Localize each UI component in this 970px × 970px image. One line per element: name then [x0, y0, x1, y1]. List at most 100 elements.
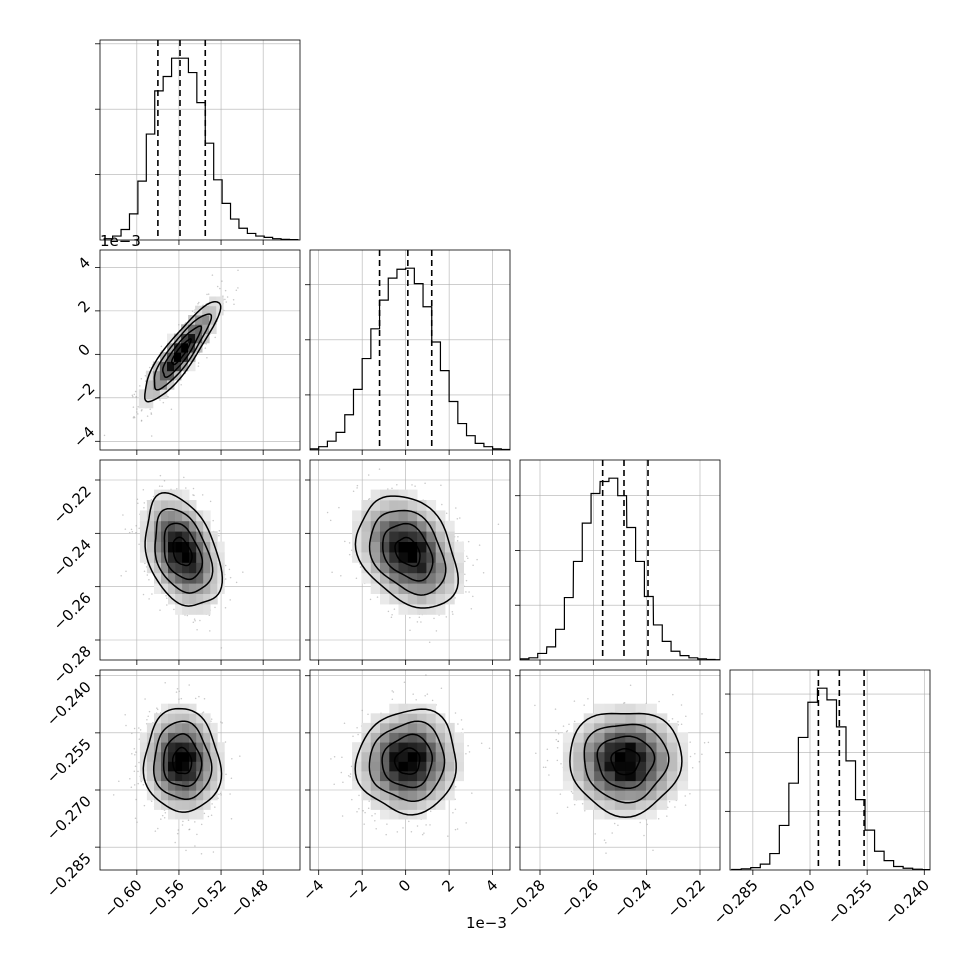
scatter-point	[118, 780, 120, 783]
scatter-point	[214, 806, 216, 808]
density-cell	[435, 572, 446, 584]
density-cell	[175, 722, 183, 733]
scatter-point	[445, 616, 448, 618]
scatter-point	[198, 695, 200, 698]
scatter-point	[178, 698, 180, 700]
scatter-point	[159, 474, 162, 477]
density-cell	[202, 305, 210, 316]
histogram-panel-3	[730, 670, 930, 870]
density-cell	[398, 489, 409, 501]
scatter-point	[371, 814, 373, 817]
density-cell	[189, 790, 197, 801]
contour-level-3	[142, 707, 223, 813]
scatter-point	[202, 711, 205, 713]
scatter-point	[148, 366, 151, 369]
scatter-point	[410, 830, 413, 833]
density-cell	[138, 389, 147, 399]
scatter-point	[418, 616, 421, 619]
density-cells	[139, 489, 225, 615]
density-cell	[175, 572, 183, 584]
density-cell	[389, 562, 399, 574]
scatter-point	[216, 285, 219, 288]
density-cell	[182, 742, 190, 753]
scatter-point	[222, 295, 224, 297]
scatter-point	[412, 693, 414, 695]
scatter-panel-1-0	[100, 250, 300, 450]
scatter-point	[333, 783, 335, 785]
scatter-point	[203, 812, 206, 815]
density-cell	[189, 552, 197, 563]
density-cell	[203, 771, 211, 782]
scatter-point	[218, 530, 221, 532]
density-cell	[175, 520, 183, 532]
scatter-point	[140, 420, 143, 422]
scatter-point	[375, 828, 377, 830]
density-cell	[189, 713, 197, 724]
scatter-point	[497, 523, 500, 525]
scatter-point	[143, 506, 145, 509]
density-cell	[370, 562, 381, 574]
scatter-point	[374, 813, 376, 815]
density-cell	[361, 510, 372, 522]
scatter-point	[135, 751, 137, 753]
scatter-point	[165, 594, 167, 597]
scatter-point	[472, 595, 474, 598]
density-cell	[146, 751, 155, 762]
density-cell	[210, 541, 218, 553]
scatter-point	[205, 343, 207, 345]
scatter-point	[219, 792, 222, 795]
scatter-point	[329, 519, 332, 522]
density-cell	[195, 342, 203, 353]
density-cell	[435, 520, 446, 532]
density-cell	[380, 541, 390, 553]
density-cell	[203, 552, 211, 563]
density-cell	[209, 315, 217, 325]
scatter-point	[206, 357, 208, 359]
scatter-point	[166, 604, 168, 606]
scatter-point	[124, 713, 126, 716]
density-cell	[435, 562, 446, 574]
scatter-point	[433, 617, 435, 620]
scatter-point	[466, 555, 468, 557]
scatter-point	[125, 570, 127, 573]
scatter-point	[211, 274, 214, 276]
scatter-point	[415, 698, 417, 701]
density-cell	[407, 541, 418, 553]
density-cell	[175, 552, 183, 563]
scatter-point	[185, 487, 187, 489]
scatter-point	[197, 365, 200, 367]
scatter-point	[164, 812, 167, 814]
density-cell	[426, 552, 437, 563]
density-cell	[145, 389, 154, 399]
density-cell	[361, 572, 372, 584]
scatter-point	[362, 809, 364, 812]
density-cell	[426, 541, 437, 553]
scatter-point	[374, 820, 376, 822]
density-cell	[196, 799, 204, 810]
scatter-point	[231, 757, 233, 760]
density-cell	[175, 510, 183, 522]
density-cell	[203, 761, 211, 772]
scatter-point	[174, 841, 176, 844]
scatter-point	[198, 301, 200, 304]
scatter-point	[180, 383, 182, 386]
density-cell	[398, 500, 409, 511]
density-cell	[203, 510, 211, 522]
scatter-point	[226, 296, 229, 298]
density-cell	[407, 500, 418, 511]
density-cell	[168, 489, 176, 501]
density-cell	[181, 333, 189, 344]
density-cell	[196, 604, 204, 615]
density-cell	[161, 510, 169, 522]
scatter-point	[137, 770, 139, 773]
density-cell	[389, 583, 399, 594]
density-cell	[196, 713, 204, 724]
density-cell	[196, 761, 204, 772]
density-cell	[189, 583, 197, 594]
density-cell	[426, 510, 437, 522]
density-cell	[407, 489, 418, 501]
density-cell	[196, 780, 204, 791]
scatter-point	[187, 819, 190, 822]
density-cell	[161, 790, 169, 801]
scatter-point	[161, 814, 164, 817]
